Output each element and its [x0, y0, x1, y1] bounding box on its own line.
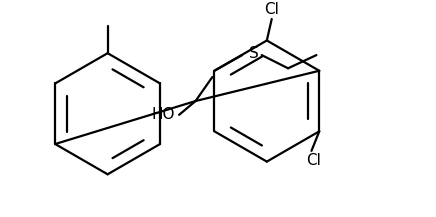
Text: HO: HO: [152, 107, 175, 122]
Text: S: S: [249, 46, 259, 61]
Text: Cl: Cl: [264, 2, 279, 17]
Text: Cl: Cl: [306, 153, 321, 168]
